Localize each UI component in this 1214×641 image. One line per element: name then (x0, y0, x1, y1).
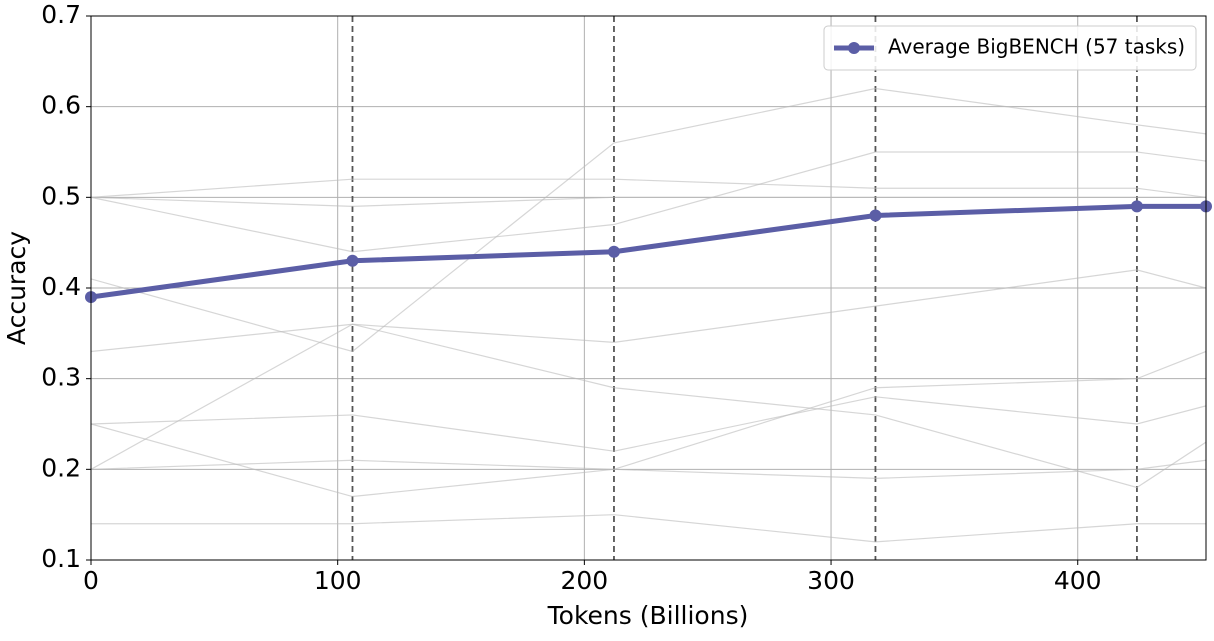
point (607, 245, 620, 258)
task-line (91, 269, 1206, 353)
task-line (91, 323, 1206, 489)
task-line (91, 514, 1206, 543)
task-line (91, 350, 1206, 498)
x-tick-label: 0 (83, 566, 99, 595)
x-axis-label: Tokens (Billions) (547, 601, 749, 630)
task-line (91, 178, 1206, 198)
task-line (91, 87, 1206, 353)
task-line (91, 151, 1206, 253)
y-tick-label: 0.3 (41, 363, 81, 392)
legend-marker (848, 42, 860, 54)
task-line (91, 396, 1206, 452)
legend-box (823, 25, 1197, 71)
y-axis-label: Accuracy (2, 231, 31, 345)
y-tick-label: 0.2 (41, 453, 81, 482)
x-tick-label: 200 (561, 566, 609, 595)
task-line (91, 196, 1206, 208)
y-tick-label: 0.4 (41, 272, 81, 301)
x-tick-label: 100 (314, 566, 362, 595)
point (869, 209, 882, 222)
task-line (91, 459, 1206, 480)
x-tick-label: 400 (1054, 566, 1102, 595)
x-tick-label: 300 (807, 566, 855, 595)
y-tick-label: 0.6 (41, 91, 81, 120)
point (1130, 200, 1143, 213)
y-tick-label: 0.1 (41, 544, 81, 573)
y-tick-label: 0.7 (41, 0, 81, 29)
y-tick-label: 0.5 (41, 181, 81, 210)
legend-label: Average BigBENCH (57 tasks) (888, 35, 1185, 59)
plot-frame (90, 15, 1207, 561)
plot-area (91, 16, 1206, 560)
series-line (91, 203, 1206, 300)
point (346, 254, 359, 267)
